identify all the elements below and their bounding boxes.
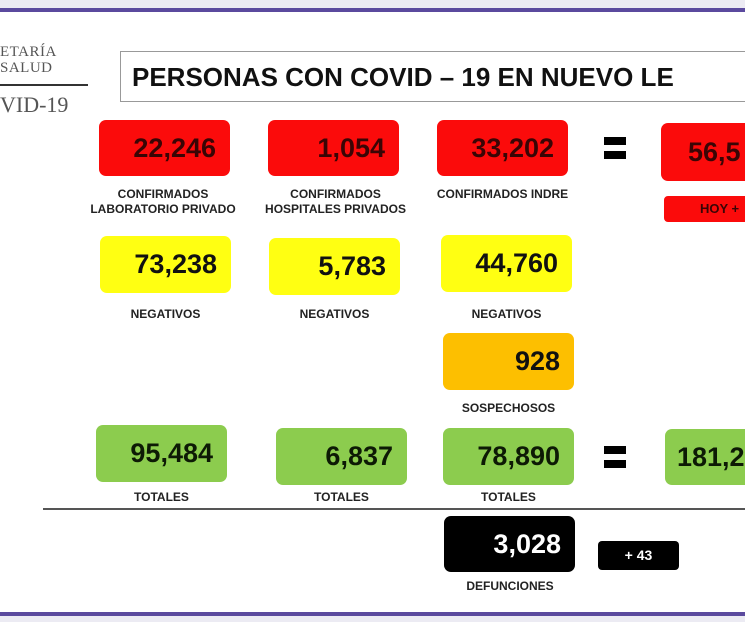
suspects-label: SOSPECHOSOS: [461, 401, 556, 415]
totals-private-hospitals-box: 6,837: [276, 428, 407, 485]
deaths-box: 3,028: [444, 516, 575, 572]
negatives-private-lab-value: 73,238: [134, 249, 217, 279]
divider-line: [43, 508, 745, 510]
confirmed-private-lab-label: CONFIRMADOS LABORATORIO PRIVADO: [90, 187, 236, 216]
confirmed-total-value: 56,5: [688, 136, 741, 167]
negatives-indre-label: NEGATIVOS: [471, 307, 542, 321]
negatives-indre-box: 44,760: [441, 235, 572, 292]
confirmed-private-hospitals-value: 1,054: [317, 132, 385, 163]
deaths-label: DEFUNCIONES: [466, 579, 554, 593]
logo-line-3: VID-19: [0, 92, 69, 117]
equals-icon: [604, 446, 626, 468]
deaths-value: 3,028: [493, 528, 561, 559]
equals-icon: [604, 137, 626, 159]
confirmed-indre-value: 33,202: [471, 132, 554, 163]
confirmed-total-box: 56,5: [661, 123, 745, 181]
totals-indre-label: TOTALES: [481, 490, 536, 504]
negatives-indre-value: 44,760: [475, 248, 558, 278]
negatives-private-hospitals-label: NEGATIVOS: [299, 307, 370, 321]
negatives-private-hospitals-value: 5,783: [318, 251, 386, 281]
page-title-box: PERSONAS CON COVID – 19 EN NUEVO LE: [120, 51, 745, 102]
totals-indre-value: 78,890: [477, 441, 560, 471]
today-increase-badge: HOY +: [664, 196, 745, 222]
totals-private-lab-box: 95,484: [96, 425, 227, 482]
grand-total-box: 181,2: [665, 429, 745, 485]
confirmed-private-lab-box: 22,246: [99, 120, 230, 176]
confirmed-private-hospitals-label: CONFIRMADOS HOSPITALES PRIVADOS: [265, 187, 406, 216]
confirmed-indre-box: 33,202: [437, 120, 568, 176]
totals-private-hospitals-label: TOTALES: [314, 490, 369, 504]
totals-indre-box: 78,890: [443, 428, 574, 485]
negatives-private-lab-label: NEGATIVOS: [130, 307, 201, 321]
logo-line-1: ETARÍA: [0, 44, 57, 60]
confirmed-private-lab-value: 22,246: [133, 132, 216, 163]
grand-total-value: 181,2: [677, 441, 745, 472]
bottom-frame-line: [0, 612, 745, 616]
top-frame-line: [0, 8, 745, 12]
confirmed-indre-label: CONFIRMADOS INDRE: [436, 187, 569, 201]
negatives-private-lab-box: 73,238: [100, 236, 231, 293]
page-title: PERSONAS CON COVID – 19 EN NUEVO LE: [132, 62, 674, 92]
totals-private-lab-label: TOTALES: [134, 490, 189, 504]
confirmed-private-hospitals-box: 1,054: [268, 120, 399, 176]
logo-rule: [0, 84, 88, 86]
top-band: [0, 0, 745, 8]
deaths-increase-badge: + 43: [598, 541, 679, 570]
suspects-value: 928: [514, 346, 560, 376]
totals-private-lab-value: 95,484: [130, 438, 213, 468]
totals-private-hospitals-value: 6,837: [325, 441, 393, 471]
bottom-band: [0, 616, 745, 622]
negatives-private-hospitals-box: 5,783: [269, 238, 400, 295]
logo-line-2: SALUD: [0, 60, 53, 76]
suspects-box: 928: [443, 333, 574, 390]
